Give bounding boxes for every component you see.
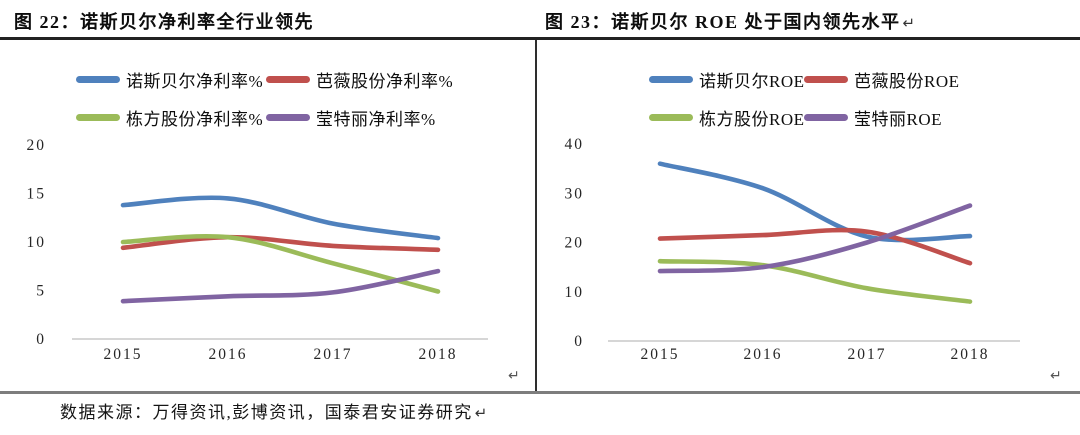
y-tick-label: 10 xyxy=(565,284,585,301)
legend-swatch-icon xyxy=(649,114,693,121)
paragraph-mark: ↵ xyxy=(508,368,520,384)
data-source-text: 数据来源：万得资讯,彭博资讯，国泰君安证券研究 xyxy=(60,403,473,422)
figure-23-line-chart: 0 10 20 30 40 2015 2016 2017 2018 xyxy=(565,136,1020,363)
y-tick-label: 10 xyxy=(27,234,47,251)
legend-item: 芭薇股份ROE xyxy=(804,67,960,92)
figure-22-title: 图 22：诺斯贝尔净利率全行业领先 xyxy=(14,8,314,34)
y-tick-label: 5 xyxy=(36,283,46,300)
series-line xyxy=(657,258,973,304)
paragraph-mark: ↵ xyxy=(474,404,489,422)
figure-22-title-text: 图 22：诺斯贝尔净利率全行业领先 xyxy=(14,12,314,32)
series-line xyxy=(120,268,441,304)
y-tick-label: 40 xyxy=(565,136,585,153)
legend-row: 栋方股份ROE 莹特丽ROE xyxy=(649,105,960,130)
legend-row: 诺斯贝尔ROE 芭薇股份ROE xyxy=(649,67,960,92)
legend-item: 诺斯贝尔净利率% xyxy=(76,67,266,92)
legend-item: 诺斯贝尔ROE xyxy=(649,67,804,92)
y-tick-label: 0 xyxy=(36,331,46,348)
legend-swatch-icon xyxy=(76,114,120,121)
series-line xyxy=(657,203,973,274)
figure-23-panel: 图 23：诺斯贝尔 ROE 处于国内领先水平 ↵ 诺斯贝尔ROE 芭薇股份ROE … xyxy=(535,0,1080,435)
legend-label: 莹特丽净利率% xyxy=(316,110,436,129)
legend-swatch-icon xyxy=(266,114,310,121)
legend-item: 栋方股份ROE xyxy=(649,105,804,130)
series-line xyxy=(657,227,973,266)
bottom-rule xyxy=(0,391,1080,394)
y-tick-label: 20 xyxy=(565,235,585,252)
series-line xyxy=(120,195,441,241)
legend-item: 莹特丽净利率% xyxy=(266,105,436,130)
x-tick-label: 2016 xyxy=(744,346,783,363)
legend-label: 诺斯贝尔ROE xyxy=(699,72,805,91)
legend-row: 栋方股份净利率% 莹特丽净利率% xyxy=(76,105,453,130)
paragraph-mark: ↵ xyxy=(902,14,917,32)
legend-label: 栋方股份ROE xyxy=(699,110,805,129)
figure-23-title: 图 23：诺斯贝尔 ROE 处于国内领先水平 ↵ xyxy=(545,8,917,34)
legend-label: 栋方股份净利率% xyxy=(126,110,264,129)
x-tick-label: 2018 xyxy=(419,346,458,363)
top-rule xyxy=(0,37,1080,40)
legend-item: 芭薇股份净利率% xyxy=(266,67,453,92)
legend-swatch-icon xyxy=(266,76,310,83)
x-tick-label: 2017 xyxy=(314,346,353,363)
legend-label: 芭薇股份ROE xyxy=(854,72,960,91)
y-tick-label: 0 xyxy=(574,333,584,350)
legend-row: 诺斯贝尔净利率% 芭薇股份净利率% xyxy=(76,67,453,92)
paragraph-mark: ↵ xyxy=(1050,368,1062,384)
series-line xyxy=(120,233,441,294)
panel-divider xyxy=(535,40,537,391)
legend-label: 诺斯贝尔净利率% xyxy=(126,72,264,91)
legend-swatch-icon xyxy=(804,76,848,83)
y-tick-label: 30 xyxy=(565,185,585,202)
x-tick-label: 2016 xyxy=(209,346,248,363)
data-source-line: 数据来源：万得资讯,彭博资讯，国泰君安证券研究 ↵ xyxy=(60,398,489,423)
figure-23-legend: 诺斯贝尔ROE 芭薇股份ROE 栋方股份ROE 莹特丽ROE xyxy=(649,67,960,130)
legend-item: 莹特丽ROE xyxy=(804,105,942,130)
figure-22-panel: 图 22：诺斯贝尔净利率全行业领先 诺斯贝尔净利率% 芭薇股份净利率% 栋方股份… xyxy=(0,0,535,435)
series-line xyxy=(657,161,973,243)
x-tick-label: 2017 xyxy=(848,346,887,363)
x-tick-label: 2015 xyxy=(104,346,143,363)
y-tick-label: 15 xyxy=(27,186,47,203)
figure-22-line-chart: 0 5 10 15 20 2015 2016 2017 2018 xyxy=(27,137,488,363)
x-tick-label: 2018 xyxy=(951,346,990,363)
legend-swatch-icon xyxy=(76,76,120,83)
series-line xyxy=(120,234,441,253)
legend-swatch-icon xyxy=(649,76,693,83)
figure-23-title-text: 图 23：诺斯贝尔 ROE 处于国内领先水平 xyxy=(545,12,901,32)
figure-22-legend: 诺斯贝尔净利率% 芭薇股份净利率% 栋方股份净利率% 莹特丽净利率% xyxy=(76,67,453,130)
y-tick-label: 20 xyxy=(27,137,47,154)
legend-label: 芭薇股份净利率% xyxy=(316,72,454,91)
legend-item: 栋方股份净利率% xyxy=(76,105,266,130)
x-tick-label: 2015 xyxy=(641,346,680,363)
legend-swatch-icon xyxy=(804,114,848,121)
legend-label: 莹特丽ROE xyxy=(854,110,942,129)
